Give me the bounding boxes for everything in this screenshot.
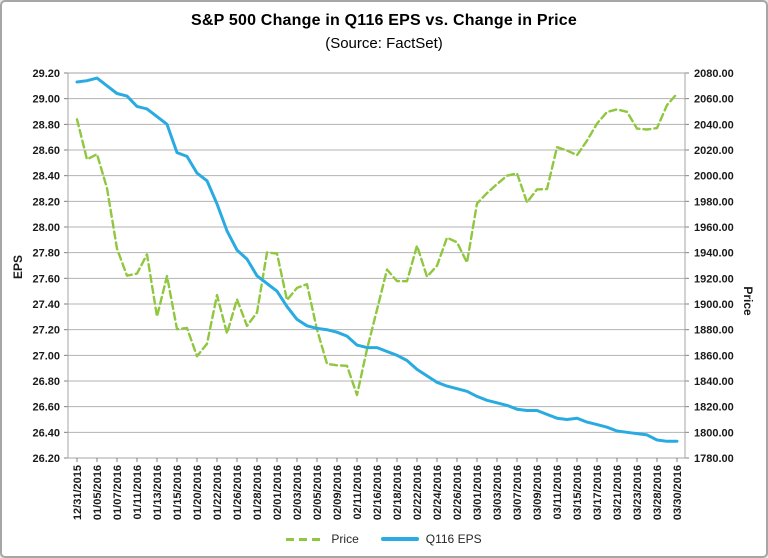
x-axis-tick-label: 03/21/2016 [612,465,624,520]
price-line [75,92,679,397]
x-axis-tick-label: 03/11/2016 [552,465,564,519]
y-axis-tick-label: 28.80 [32,119,60,131]
y2-axis-tick-label: 2000.00 [694,171,734,183]
left-axis-title: EPS [11,255,25,280]
y-axis-tick-label: 26.20 [32,453,60,465]
y-axis-tick-label: 27.00 [32,350,60,362]
y2-axis-tick-label: 1940.00 [694,248,734,260]
y2-axis-tick-label: 1800.00 [694,427,734,439]
chart-title: S&P 500 Change in Q116 EPS vs. Change in… [191,12,577,29]
x-axis-tick-label: 01/07/2016 [112,465,124,520]
x-axis-tick-label: 01/20/2016 [192,465,204,520]
x-axis-tick-label: 02/24/2016 [432,465,444,520]
y-axis-tick-label: 27.20 [32,325,60,337]
y-axis-tick-label: 28.40 [32,171,60,183]
y2-axis-tick-label: 1960.00 [694,222,734,234]
x-axis-tick-label: 01/26/2016 [232,465,244,520]
x-axis-tick-label: 03/15/2016 [572,465,584,520]
y2-axis-tick-label: 1900.00 [694,299,734,311]
x-axis-tick-label: 01/11/2016 [132,465,144,519]
legend-price-line-sample [286,537,325,541]
y2-axis-tick-label: 1820.00 [694,402,734,414]
y-axis-tick-label: 26.60 [32,402,60,414]
y2-axis-tick-label: 2080.00 [694,68,734,80]
y-axis-tick-label: 29.00 [32,94,60,106]
right-axis-title: Price [741,286,755,316]
x-axis-tick-label: 02/18/2016 [392,465,404,520]
x-axis-tick-label: 03/07/2016 [512,465,524,520]
y2-axis-tick-label: 1980.00 [694,196,734,208]
x-axis-tick-label: 01/22/2016 [212,465,224,520]
x-axis-tick-label: 02/03/2016 [292,465,304,520]
x-axis-tick-label: 02/05/2016 [312,465,324,520]
legend-eps-label: Q116 EPS [425,532,482,546]
y2-axis-tick-label: 1920.00 [694,273,734,285]
x-axis-tick-label: 02/16/2016 [372,465,384,520]
x-axis-tick-label: 01/05/2016 [92,465,104,520]
y-axis-tick-label: 27.40 [32,299,60,311]
y-axis-tick-label: 28.60 [32,145,60,157]
y-axis-tick-label: 29.20 [32,68,60,80]
x-axis-tick-label: 12/31/2015 [72,465,84,520]
legend: Price Q116 EPS [2,529,766,549]
x-axis-tick-label: 03/03/2016 [492,465,504,520]
x-axis-tick-label: 02/26/2016 [452,465,464,520]
y-axis-tick-label: 27.60 [32,273,60,285]
chart-subtitle: (Source: FactSet) [325,35,443,52]
x-axis-tick-label: 02/11/2016 [352,465,364,519]
y2-axis-tick-label: 2020.00 [694,145,734,157]
x-axis-tick-label: 03/01/2016 [472,465,484,520]
y2-axis-tick-label: 1880.00 [694,325,734,337]
x-axis-tick-label: 03/17/2016 [592,465,604,520]
y2-axis-tick-label: 1860.00 [694,350,734,362]
x-axis-tick-label: 02/09/2016 [332,465,344,520]
x-axis-tick-label: 01/13/2016 [152,465,164,520]
y-axis-tick-label: 27.80 [32,248,60,260]
x-axis-tick-label: 02/22/2016 [412,465,424,520]
y-axis-tick-label: 28.20 [32,196,60,208]
x-axis-tick-label: 03/23/2016 [632,465,644,520]
legend-eps-line-sample [380,537,419,541]
y2-axis-tick-label: 1780.00 [694,453,734,465]
x-axis-tick-label: 03/28/2016 [652,465,664,520]
y2-axis-tick-label: 1840.00 [694,376,734,388]
y-axis-tick-label: 26.80 [32,376,60,388]
x-axis-tick-label: 03/09/2016 [532,465,544,520]
y-axis-tick-label: 26.40 [32,427,60,439]
x-axis-tick-label: 01/15/2016 [172,465,184,520]
legend-price-label: Price [331,532,359,546]
eps-line [75,76,679,443]
x-axis-tick-label: 01/28/2016 [252,465,264,520]
y2-axis-tick-label: 2040.00 [694,119,734,131]
y2-axis-tick-label: 2060.00 [694,94,734,106]
x-axis-tick-label: 02/01/2016 [272,465,284,520]
x-axis-tick-label: 03/30/2016 [672,465,684,520]
y-axis-tick-label: 28.00 [32,222,60,234]
